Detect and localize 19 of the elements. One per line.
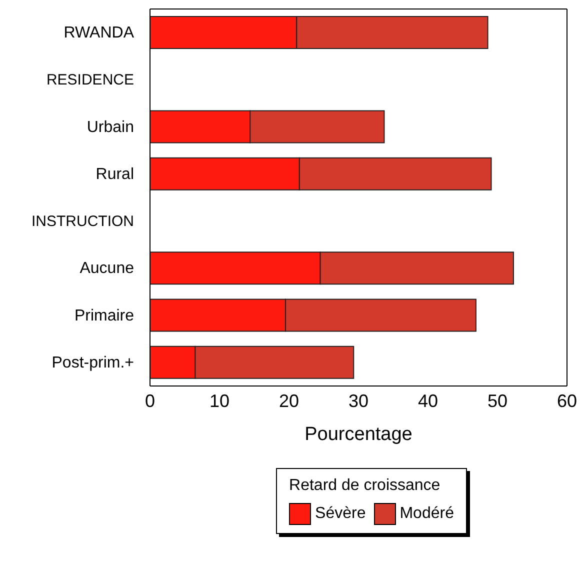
legend-label: Sévère [314, 504, 366, 524]
x-tick-label: 40 [418, 390, 438, 411]
y-tick-label: Aucune [80, 260, 134, 278]
x-tick-label: 20 [278, 390, 300, 411]
x-tick-label: 60 [556, 390, 578, 411]
y-tick-label: INSTRUCTION [32, 213, 134, 230]
y-tick-label: RWANDA [64, 24, 134, 42]
y-tick-label: Rural [96, 166, 134, 183]
y-tick-label: Primaire [74, 307, 134, 324]
y-tick-label: Post-prim.+ [52, 354, 134, 372]
legend-title: Retard de croissance [289, 477, 442, 495]
legend-label: Modéré [398, 504, 454, 524]
x-tick-label: 50 [487, 390, 508, 411]
x-tick-label: 0 [144, 390, 156, 411]
x-tick-label: 10 [209, 390, 230, 411]
y-tick-label: Urbain [86, 118, 134, 136]
x-axis-title: Pourcentage [304, 424, 412, 445]
x-tick-label: 30 [348, 390, 369, 411]
y-tick-label: RESIDENCE [46, 72, 134, 89]
